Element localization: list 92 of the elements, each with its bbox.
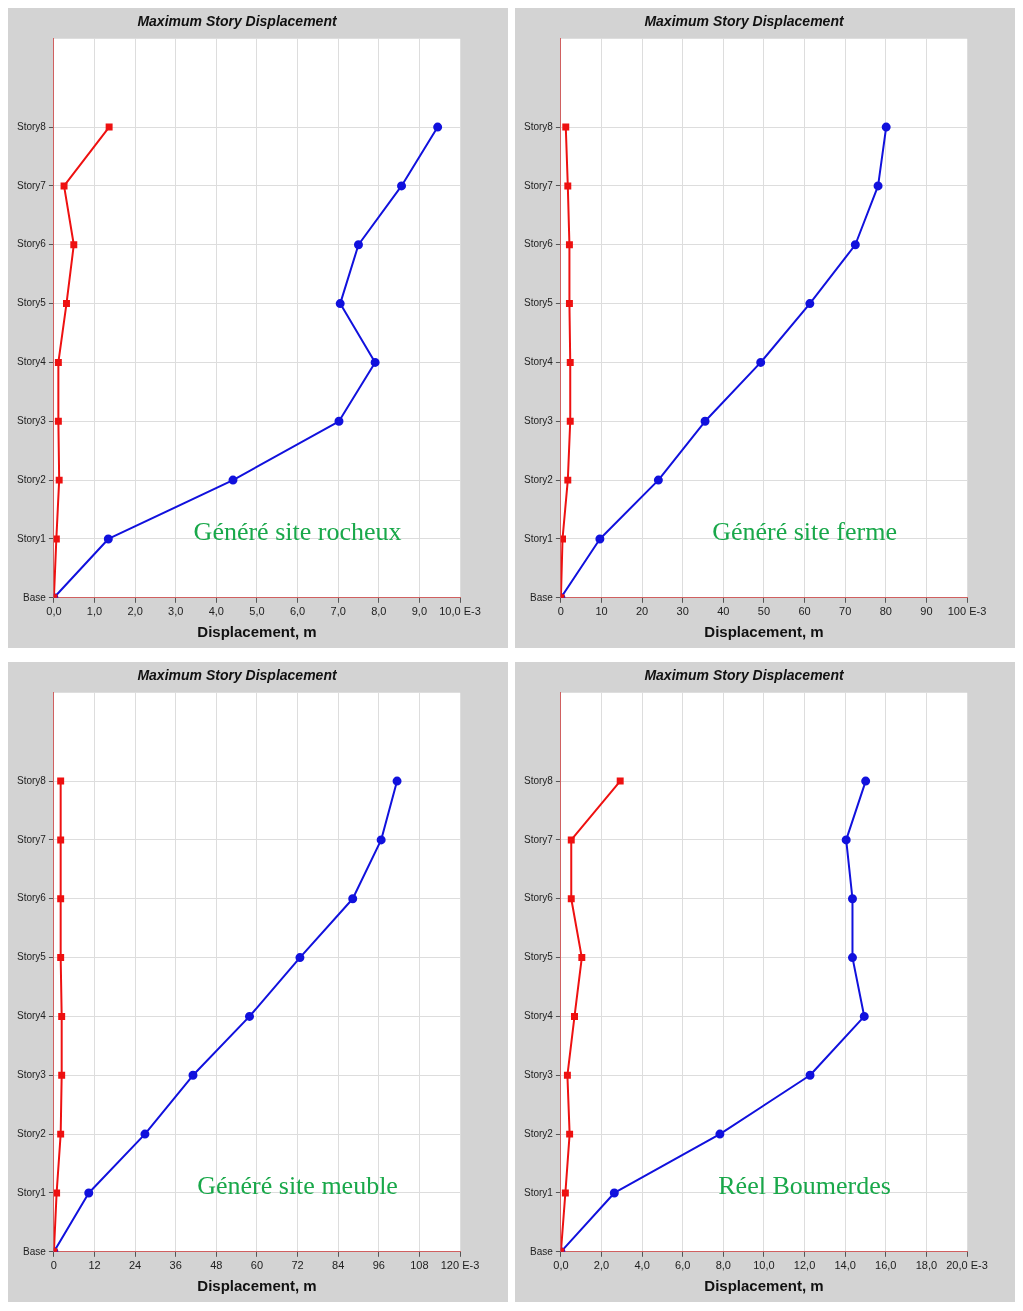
y-tick-label: Story5: [524, 951, 554, 963]
x-tick-label: 4,0: [634, 1259, 650, 1272]
y-tick-label: Story2: [17, 473, 47, 485]
x-tick-label: 0: [557, 605, 564, 618]
y-tick-label: Base: [530, 591, 554, 603]
x-tick-label: 7,0: [330, 605, 346, 618]
y-tick-label: Story6: [17, 238, 47, 250]
x-tick-label: 72: [291, 1259, 304, 1272]
x-axis-title: Displacement, m: [197, 1277, 317, 1295]
chart-title: Maximum Story Displacement: [644, 667, 845, 684]
y-tick-label: Story2: [17, 1127, 47, 1139]
x-tick-label: 20: [636, 605, 649, 618]
x-tick-label: 12,0: [793, 1259, 816, 1272]
x-tick-label: 108: [410, 1259, 429, 1272]
x-tick-label: 2,0: [127, 605, 143, 618]
x-tick-label: 5,0: [249, 605, 265, 618]
y-tick-label: Story5: [17, 951, 47, 963]
x-axis-title: Displacement, m: [197, 623, 317, 641]
y-tick-label: Story3: [17, 1069, 47, 1081]
y-tick-label: Story1: [17, 532, 47, 544]
chart-title: Maximum Story Displacement: [644, 13, 845, 30]
x-tick-label: 2,0: [593, 1259, 610, 1272]
y-tick-label: Story1: [17, 1186, 47, 1198]
x-tick-label: 3,0: [168, 605, 184, 618]
y-tick-label: Story1: [524, 532, 554, 544]
x-tick-label: 36: [169, 1259, 182, 1272]
y-tick-label: Story3: [524, 1069, 554, 1081]
x-tick-label: 100 E-3: [947, 605, 987, 618]
annotation: Réel Boumerdes: [718, 1170, 891, 1200]
y-tick-label: Story2: [524, 473, 554, 485]
y-tick-label: Story5: [524, 297, 554, 309]
x-tick-label: 60: [250, 1259, 264, 1272]
x-tick-label: 24: [129, 1259, 142, 1272]
y-tick-label: Story3: [17, 415, 47, 427]
y-tick-label: Base: [23, 591, 47, 603]
x-tick-label: 10,0: [753, 1259, 775, 1272]
x-tick-label: 30: [676, 605, 689, 618]
y-tick-label: Story8: [524, 774, 554, 786]
y-tick-label: Story8: [17, 774, 47, 786]
x-tick-label: 1,0: [86, 605, 103, 618]
y-tick-label: Story5: [17, 297, 47, 309]
y-tick-label: Story4: [17, 356, 47, 368]
x-tick-label: 6,0: [675, 1259, 691, 1272]
x-tick-label: 90: [920, 605, 933, 618]
x-tick-label: 20,0 E-3: [946, 1259, 988, 1272]
x-tick-label: 8,0: [371, 605, 387, 618]
x-tick-label: 14,0: [834, 1259, 856, 1272]
annotation: Généré site ferme: [712, 516, 897, 546]
y-tick-label: Story6: [17, 892, 47, 904]
x-tick-label: 0,0: [46, 605, 62, 618]
x-tick-label: 0,0: [553, 1259, 569, 1272]
y-tick-label: Base: [530, 1245, 554, 1257]
x-tick-label: 40: [717, 605, 730, 618]
y-tick-label: Story1: [524, 1186, 554, 1198]
x-tick-label: 8,0: [715, 1259, 731, 1272]
y-tick-label: Story7: [17, 833, 47, 845]
chart-title: Maximum Story Displacement: [137, 667, 338, 684]
annotation: Généré site rocheux: [193, 516, 402, 546]
x-tick-label: 10: [595, 605, 608, 618]
x-tick-label: 0: [50, 1259, 57, 1272]
x-tick-label: 120 E-3: [440, 1259, 480, 1272]
y-tick-label: Story3: [524, 415, 554, 427]
x-tick-label: 4,0: [208, 605, 224, 618]
y-tick-label: Story7: [524, 179, 554, 191]
y-tick-label: Story7: [524, 833, 554, 845]
x-tick-label: 80: [879, 605, 892, 618]
x-tick-label: 16,0: [875, 1259, 897, 1272]
x-tick-label: 50: [757, 605, 771, 618]
x-tick-label: 10,0 E-3: [439, 605, 481, 618]
y-tick-label: Story4: [524, 1010, 554, 1022]
x-tick-label: 6,0: [289, 605, 306, 618]
y-tick-label: Story6: [524, 892, 554, 904]
y-tick-label: Story8: [524, 120, 554, 132]
y-tick-label: Story2: [524, 1127, 554, 1139]
y-tick-label: Base: [23, 1245, 47, 1257]
annotation: Généré site meuble: [197, 1170, 398, 1200]
y-tick-label: Story6: [524, 238, 554, 250]
x-tick-label: 48: [210, 1259, 223, 1272]
x-tick-label: 60: [798, 605, 811, 618]
x-tick-label: 70: [839, 605, 852, 618]
x-tick-label: 18,0: [915, 1259, 938, 1272]
y-tick-label: Story8: [17, 120, 47, 132]
y-tick-label: Story4: [17, 1010, 47, 1022]
y-tick-label: Story7: [17, 179, 47, 191]
x-tick-label: 12: [88, 1259, 101, 1272]
x-tick-label: 96: [372, 1259, 385, 1272]
x-axis-title: Displacement, m: [704, 1277, 824, 1295]
x-tick-label: 9,0: [411, 605, 428, 618]
chart-title: Maximum Story Displacement: [137, 13, 338, 30]
y-tick-label: Story4: [524, 356, 554, 368]
x-axis-title: Displacement, m: [704, 623, 824, 641]
x-tick-label: 84: [332, 1259, 345, 1272]
